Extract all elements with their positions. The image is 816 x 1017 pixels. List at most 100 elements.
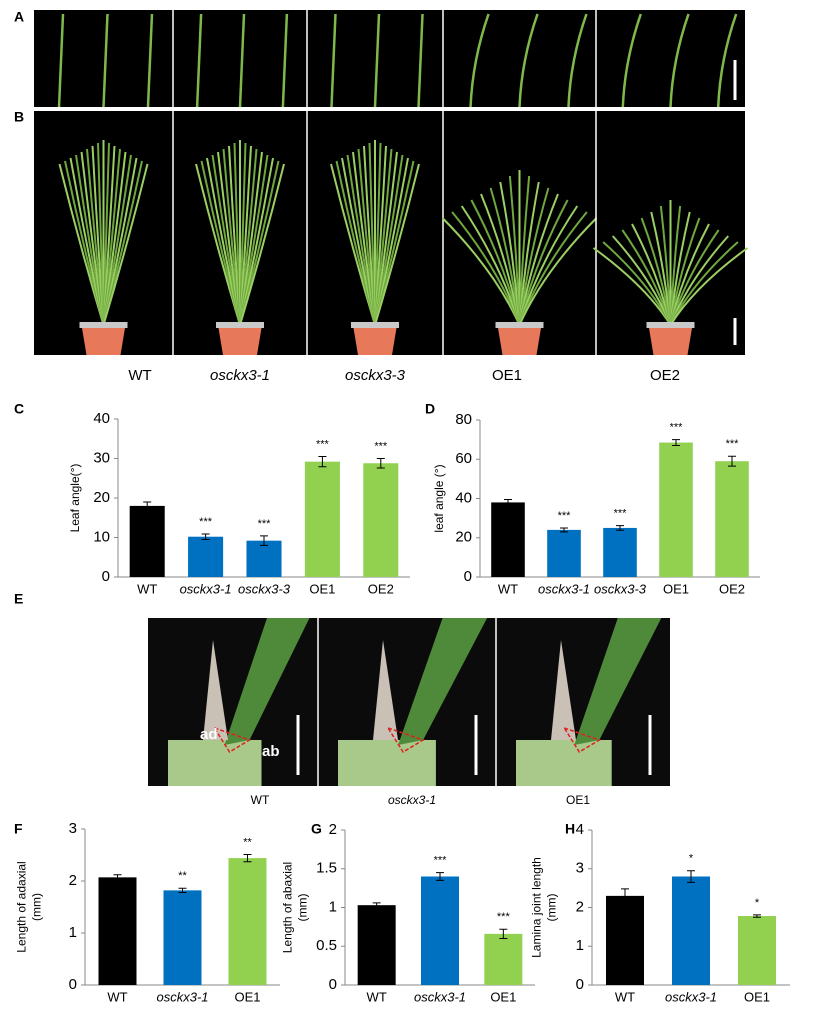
x-tick-label: osckx3-1	[538, 581, 590, 596]
bar	[606, 895, 644, 985]
panel-label: D	[425, 401, 435, 417]
leaf	[102, 163, 149, 326]
joint	[212, 726, 252, 754]
error-bar	[260, 535, 268, 546]
seedling	[281, 13, 289, 108]
blade	[224, 618, 310, 745]
significance: **	[243, 836, 252, 848]
x-tick-label: WT	[107, 989, 127, 1004]
seedling	[469, 13, 490, 108]
pot	[353, 325, 397, 355]
leaf	[518, 217, 598, 326]
genotype-label: OE1	[492, 367, 522, 384]
x-tick-label: OE1	[663, 581, 689, 596]
y-tick-label: 1	[69, 924, 77, 941]
y-tick-label: 60	[455, 450, 472, 467]
bar	[715, 461, 749, 577]
genotype-label: osckx3-1	[210, 367, 270, 384]
genotype-label: OE1	[566, 793, 590, 807]
error-bar	[201, 533, 210, 540]
y-tick-label: 0	[464, 568, 472, 585]
x-tick-label: OE1	[309, 581, 335, 596]
error-bar	[372, 902, 381, 908]
y-tick-label: 2	[69, 872, 77, 889]
error-bar	[616, 525, 624, 531]
seedling	[102, 13, 109, 108]
y-axis-label: Length of adaxial	[15, 861, 29, 952]
x-tick-label: osckx3-1	[156, 989, 208, 1004]
y-tick-label: 2	[329, 821, 337, 838]
significance: *	[755, 897, 760, 909]
seedling	[146, 13, 154, 108]
genotype-label: WT	[128, 367, 151, 384]
significance: ***	[497, 911, 511, 923]
y-tick-label: 0.5	[316, 937, 337, 954]
bar	[363, 463, 399, 577]
seedling	[373, 13, 381, 108]
significance: ***	[374, 440, 388, 452]
error-bar	[178, 887, 187, 893]
seedling	[518, 13, 539, 108]
genotype-label: osckx3-3	[345, 367, 406, 384]
bar	[228, 858, 267, 985]
bar	[738, 916, 776, 985]
y-tick-label: 0	[576, 976, 584, 993]
significance: ***	[316, 438, 330, 450]
y-tick-label: 10	[93, 528, 110, 545]
error-bar	[560, 527, 568, 533]
bar	[304, 461, 340, 577]
bar	[484, 933, 523, 985]
significance: **	[178, 870, 187, 882]
bar	[188, 536, 224, 577]
bar	[98, 877, 137, 985]
pot	[648, 325, 693, 355]
y-tick-label: 4	[576, 821, 584, 838]
panel-label: C	[14, 401, 24, 417]
significance: ***	[558, 510, 572, 522]
bar	[246, 540, 282, 577]
y-tick-label: 3	[576, 860, 584, 877]
seedling	[621, 13, 643, 108]
ligule	[203, 640, 228, 740]
x-tick-label: OE1	[490, 989, 516, 1004]
pot-rim	[79, 322, 128, 328]
pot-rim	[646, 322, 695, 328]
error-bar	[753, 914, 761, 918]
seedling	[417, 13, 424, 108]
panel-label: A	[14, 9, 24, 25]
x-tick-label: OE1	[234, 989, 260, 1004]
panel-label: B	[14, 109, 24, 125]
y-tick-label: 1	[329, 898, 337, 915]
y-tick-label: 0	[329, 976, 337, 993]
x-tick-label: osckx3-1	[665, 989, 717, 1004]
bar	[357, 905, 396, 985]
bar	[163, 890, 202, 985]
seedling	[669, 13, 690, 108]
pot	[81, 325, 126, 355]
significance: ***	[258, 518, 272, 530]
bar	[491, 502, 525, 577]
ligule	[373, 640, 398, 740]
x-tick-label: WT	[615, 989, 635, 1004]
error-bar	[672, 439, 680, 447]
x-tick-label: osckx3-3	[238, 581, 291, 596]
seedling	[330, 13, 337, 108]
bar	[547, 529, 581, 577]
seedling	[567, 13, 588, 108]
bar	[659, 442, 693, 577]
panel-label: G	[311, 821, 322, 837]
y-tick-label: 1.5	[316, 860, 337, 877]
y-axis-label: (mm)	[545, 894, 559, 922]
y-tick-label: 80	[455, 411, 472, 428]
pot-rim	[216, 322, 264, 328]
pot-rim	[351, 322, 399, 328]
y-tick-label: 30	[93, 449, 110, 466]
genotype-label: OE2	[650, 367, 680, 384]
error-bar	[687, 870, 695, 883]
y-axis-label: Lamina joint length	[530, 857, 544, 958]
y-tick-label: 0	[69, 976, 77, 993]
error-bar	[436, 872, 444, 881]
x-tick-label: osckx3-1	[180, 581, 232, 596]
